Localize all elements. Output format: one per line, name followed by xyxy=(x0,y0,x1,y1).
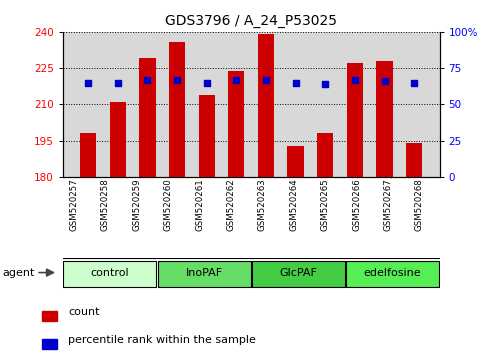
Bar xyxy=(406,143,423,177)
Bar xyxy=(157,261,251,287)
Text: InoPAF: InoPAF xyxy=(185,268,223,278)
Text: GSM520265: GSM520265 xyxy=(321,179,329,232)
Bar xyxy=(376,61,393,177)
Bar xyxy=(169,41,185,177)
Point xyxy=(232,77,240,82)
Bar xyxy=(199,95,215,177)
Text: agent: agent xyxy=(2,268,35,278)
Bar xyxy=(110,102,126,177)
Text: control: control xyxy=(91,268,129,278)
Point xyxy=(203,80,211,85)
Text: GlcPAF: GlcPAF xyxy=(279,268,317,278)
Text: GSM520259: GSM520259 xyxy=(132,179,142,231)
Point xyxy=(84,80,92,85)
Bar xyxy=(317,133,333,177)
Point xyxy=(262,77,270,82)
Text: GSM520268: GSM520268 xyxy=(415,179,424,232)
Point xyxy=(114,80,122,85)
Bar xyxy=(80,133,96,177)
Text: GSM520261: GSM520261 xyxy=(195,179,204,232)
Bar xyxy=(258,34,274,177)
Bar xyxy=(228,70,244,177)
Text: GSM520267: GSM520267 xyxy=(384,179,393,232)
Text: count: count xyxy=(68,307,99,316)
Bar xyxy=(63,261,156,287)
Bar xyxy=(42,339,57,349)
Text: GSM520263: GSM520263 xyxy=(258,179,267,232)
Bar xyxy=(347,63,363,177)
Text: GSM520264: GSM520264 xyxy=(289,179,298,232)
Text: GDS3796 / A_24_P53025: GDS3796 / A_24_P53025 xyxy=(165,14,337,28)
Bar xyxy=(346,261,439,287)
Point xyxy=(321,81,329,87)
Bar xyxy=(287,145,304,177)
Point xyxy=(173,77,181,82)
Point xyxy=(351,77,359,82)
Bar xyxy=(139,58,156,177)
Text: GSM520258: GSM520258 xyxy=(101,179,110,232)
Bar xyxy=(42,311,57,321)
Bar xyxy=(252,261,345,287)
Point xyxy=(381,78,388,84)
Point xyxy=(143,77,151,82)
Text: GSM520260: GSM520260 xyxy=(164,179,173,232)
Point xyxy=(292,80,299,85)
Text: edelfosine: edelfosine xyxy=(364,268,421,278)
Text: GSM520266: GSM520266 xyxy=(352,179,361,232)
Text: GSM520262: GSM520262 xyxy=(227,179,236,232)
Point xyxy=(411,80,418,85)
Text: percentile rank within the sample: percentile rank within the sample xyxy=(68,335,256,345)
Text: GSM520257: GSM520257 xyxy=(70,179,78,232)
